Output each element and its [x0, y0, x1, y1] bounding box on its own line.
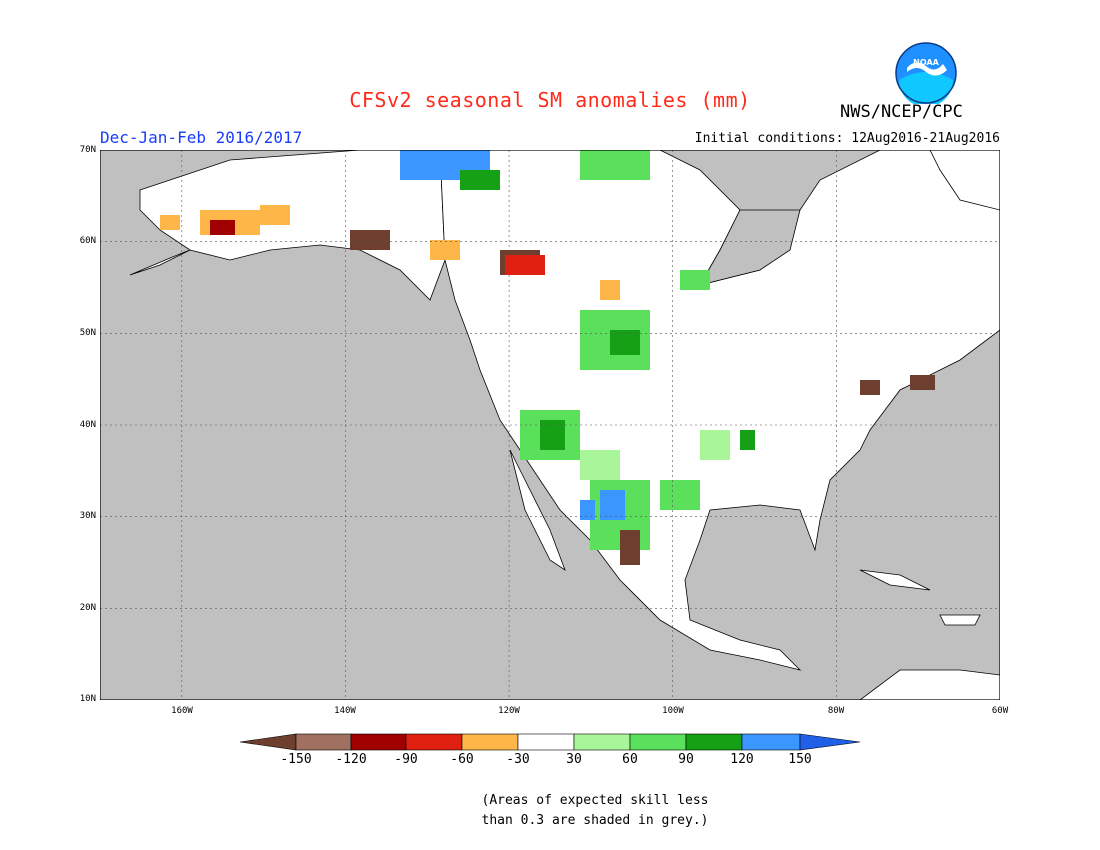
initial-conditions-label: Initial conditions: 12Aug2016-21Aug2016 [694, 131, 1000, 146]
colorbar-label: -60 [450, 752, 474, 767]
colorbar-label: -30 [506, 752, 530, 767]
soil-moisture-anomaly-map [100, 150, 1000, 700]
lat-label: 60N [79, 236, 96, 246]
colorbar-label: 60 [622, 752, 638, 767]
colorbar-label: 90 [678, 752, 694, 767]
svg-text:NOAA: NOAA [913, 58, 939, 67]
lat-label: 10N [79, 694, 96, 704]
lon-label: 140W [334, 706, 356, 716]
colorbar-label: 30 [566, 752, 582, 767]
colorbar-label: 150 [788, 752, 812, 767]
colorbar-label: -120 [335, 752, 367, 767]
lat-label: 20N [79, 603, 96, 613]
lon-label: 120W [498, 706, 520, 716]
lon-label: 100W [662, 706, 684, 716]
agency-label: NWS/NCEP/CPC [840, 102, 963, 122]
colorbar [240, 733, 861, 751]
lat-label: 30N [79, 511, 96, 521]
lon-label: 60W [991, 706, 1009, 716]
footnote: (Areas of expected skill less than 0.3 a… [0, 791, 1100, 831]
lat-label: 40N [79, 420, 96, 430]
footnote-line: than 0.3 are shaded in grey.) [481, 813, 709, 828]
lon-label: 160W [171, 706, 193, 716]
colorbar-label: 120 [730, 752, 754, 767]
colorbar-label: -150 [280, 752, 312, 767]
land-areas [129, 150, 1000, 671]
anomaly-cells [160, 150, 935, 565]
lat-label: 50N [79, 328, 96, 338]
season-label: Dec-Jan-Feb 2016/2017 [100, 128, 303, 147]
lat-label: 70N [79, 145, 96, 155]
graticule [100, 150, 1000, 700]
colorbar-label: -90 [394, 752, 418, 767]
noaa-logo-icon: NOAA [895, 42, 957, 104]
footnote-line: (Areas of expected skill less [481, 793, 709, 808]
lon-label: 80W [827, 706, 845, 716]
chart-title: CFSv2 seasonal SM anomalies (mm) [349, 88, 751, 112]
